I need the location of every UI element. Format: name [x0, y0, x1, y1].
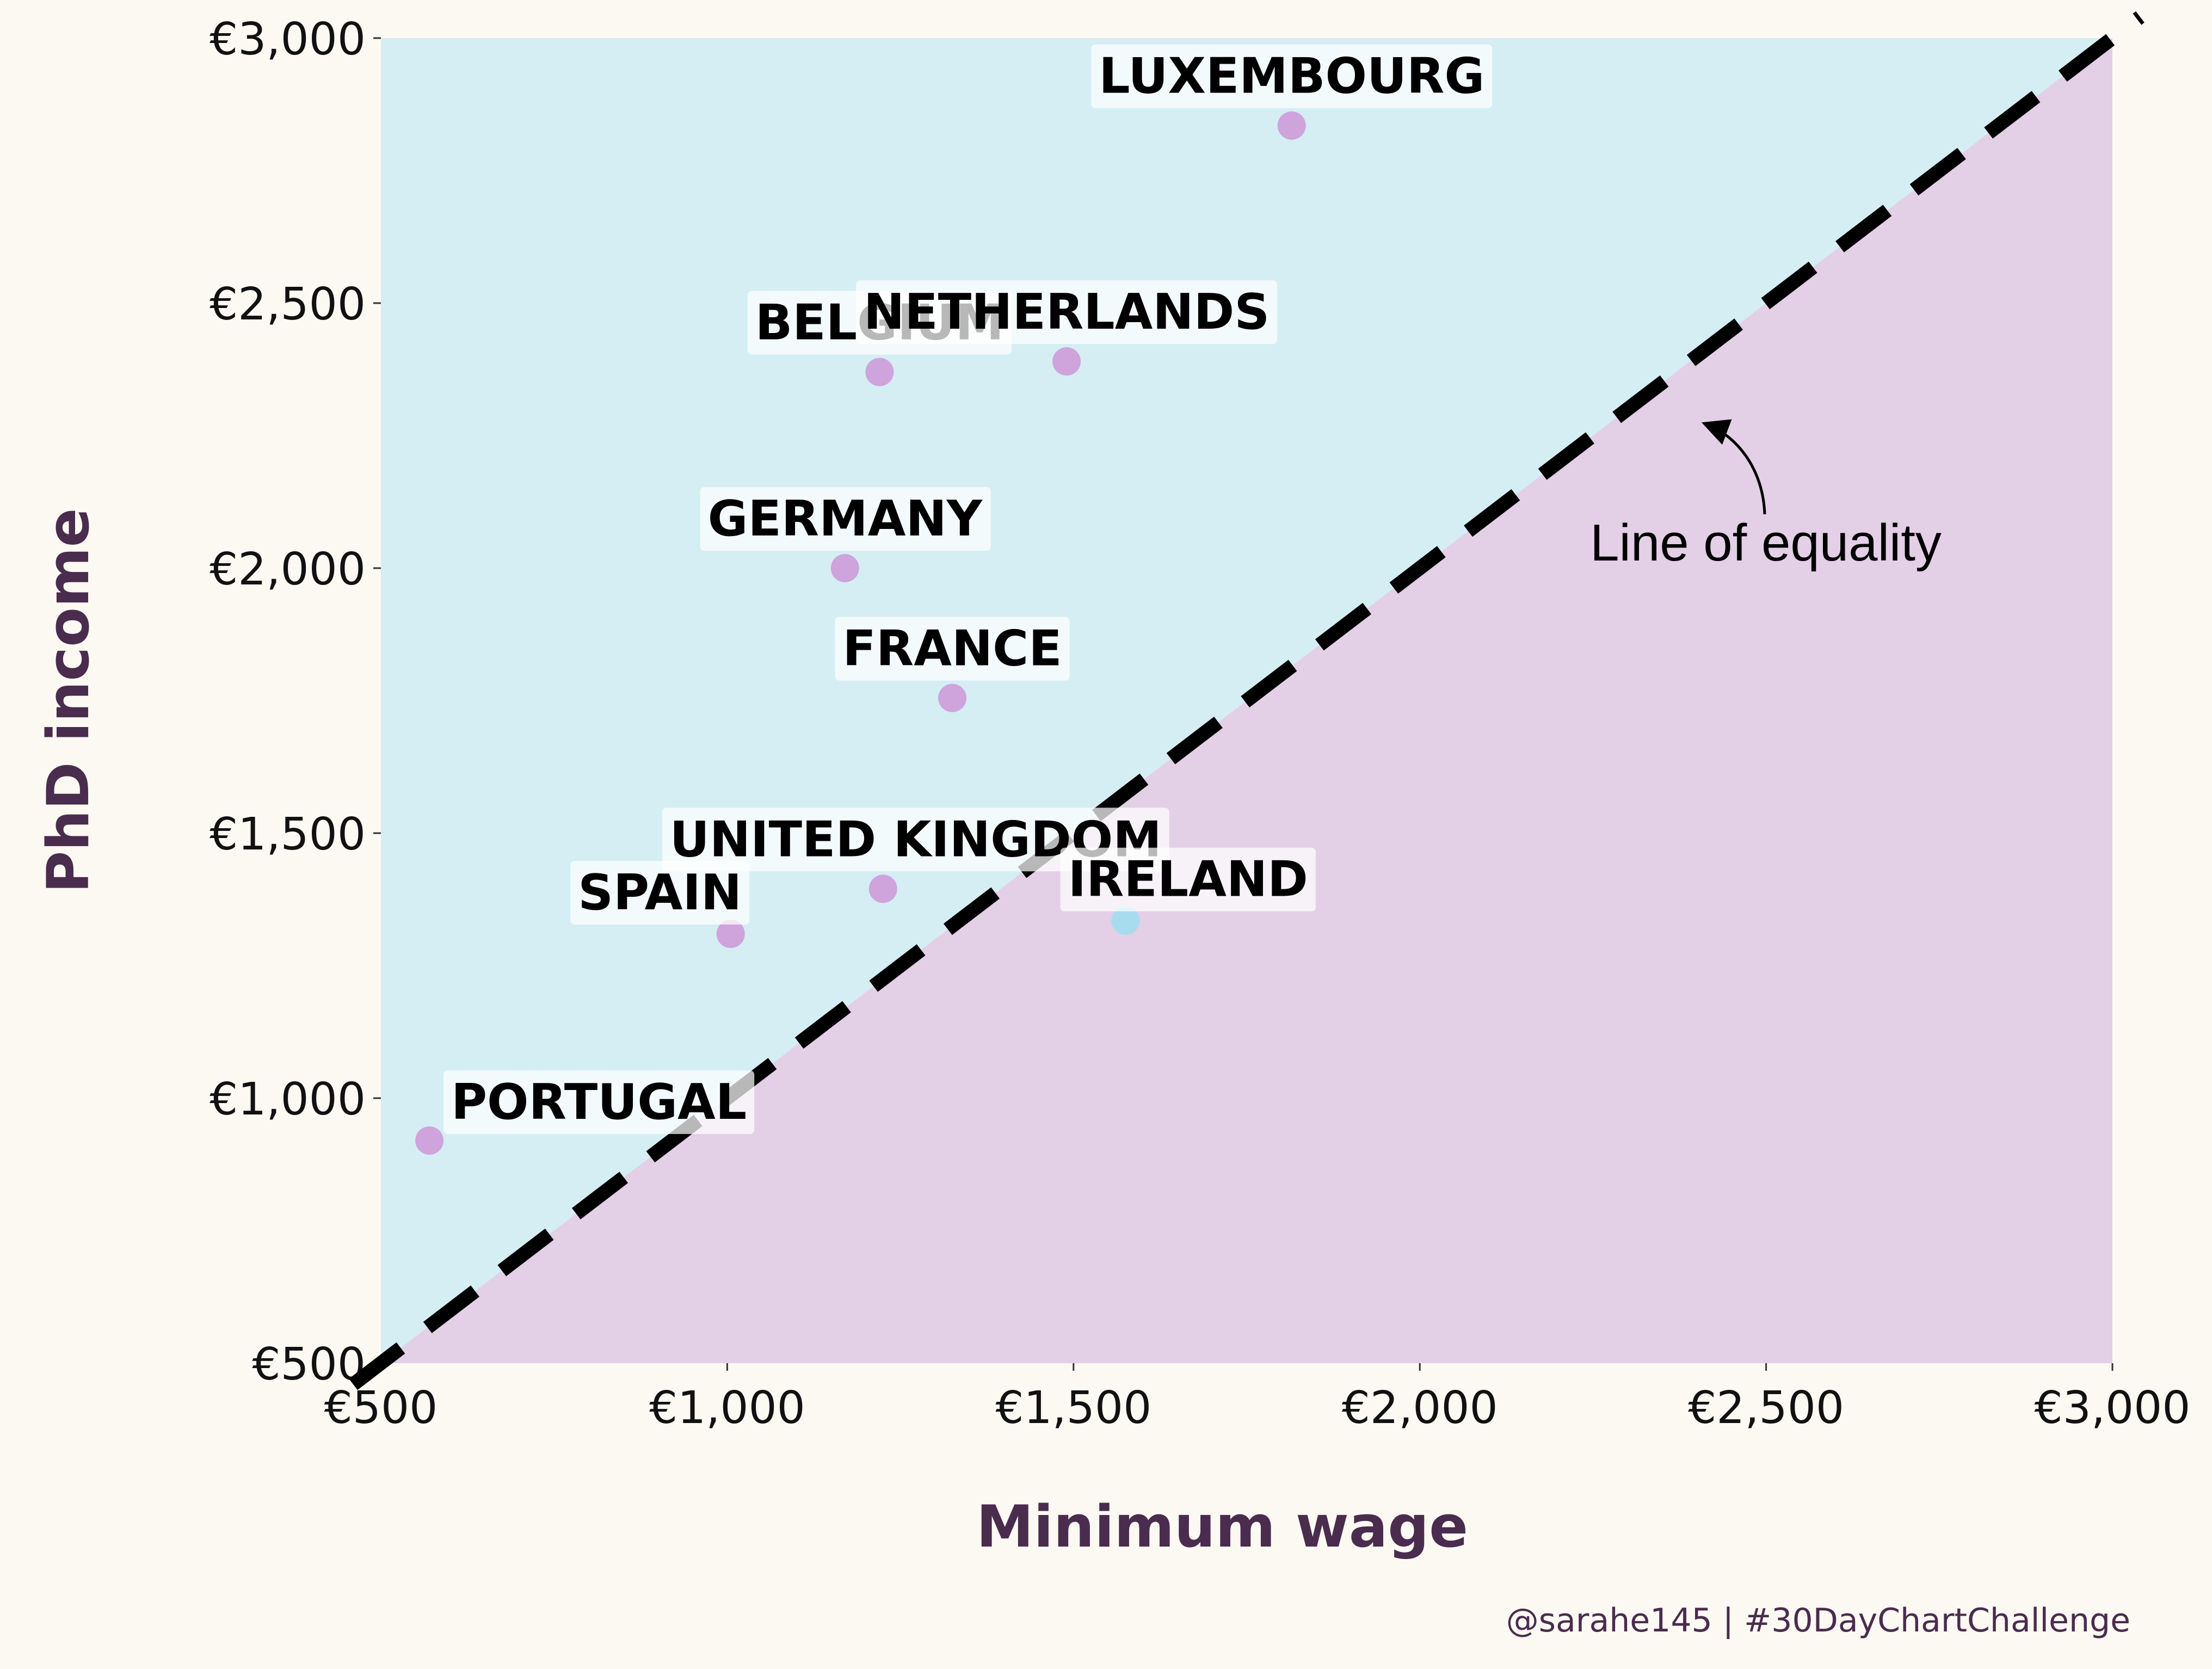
point-label-group: GERMANY — [700, 487, 991, 551]
point-label: PORTUGAL — [451, 1074, 747, 1131]
point-label-group: PORTUGAL — [443, 1070, 755, 1134]
y-tick-label: €2,000 — [210, 544, 366, 595]
data-points — [415, 111, 1306, 1155]
x-tick-label: €1,000 — [649, 1382, 805, 1434]
y-axis-title: PhD income — [35, 508, 102, 894]
y-axis: €500 €1,000 €1,500 €2,000 €2,500 €3,000 — [210, 14, 381, 1390]
annotation-group: Line of equality — [1590, 419, 1942, 572]
point-label-background — [855, 280, 1278, 344]
point-label-background — [662, 808, 1169, 872]
data-point — [1277, 111, 1306, 140]
x-tick-label: €1,500 — [995, 1382, 1151, 1434]
point-label-background — [1060, 847, 1316, 912]
point-labels: LUXEMBOURGBELGIUMNETHERLANDSGERMANYFRANC… — [443, 44, 1493, 1134]
data-point — [865, 358, 894, 386]
point-label-background — [443, 1070, 755, 1134]
annotation-line-of-equality: Line of equality — [1590, 514, 1942, 572]
point-label-group: LUXEMBOURG — [1091, 44, 1493, 108]
data-point — [868, 874, 897, 903]
x-tick-label: €2,000 — [1342, 1382, 1498, 1434]
x-axis: €500 €1,000 €1,500 €2,000 €2,500 €3,000 — [324, 1363, 2191, 1434]
line-of-equality-group — [349, 11, 2145, 1390]
data-point — [1111, 906, 1140, 935]
data-point — [938, 683, 967, 712]
point-label-background — [1091, 44, 1493, 108]
y-tick-label: €1,500 — [210, 809, 366, 860]
point-label-group: SPAIN — [570, 861, 750, 925]
point-label-background — [570, 861, 750, 925]
data-point — [716, 920, 745, 949]
point-label-background — [700, 487, 991, 551]
point-label: FRANCE — [842, 620, 1062, 678]
y-tick-label: €2,500 — [210, 279, 366, 330]
line-of-equality — [349, 11, 2145, 1390]
x-tick-label: €3,000 — [2035, 1382, 2191, 1434]
y-tick-label: €1,000 — [210, 1074, 366, 1125]
annotation-arrow — [1701, 419, 1766, 515]
point-label: NETHERLANDS — [864, 284, 1270, 341]
point-label: LUXEMBOURG — [1099, 48, 1484, 105]
data-point — [1052, 347, 1081, 376]
x-tick-label: €2,500 — [1688, 1382, 1844, 1434]
caption: @sarahe145 | #30DayChartChallenge — [1506, 1602, 2130, 1640]
point-label: SPAIN — [578, 864, 742, 921]
x-axis-title: Minimum wage — [976, 1493, 1468, 1560]
x-tick-label: €500 — [324, 1382, 438, 1434]
y-tick-label: €500 — [252, 1339, 366, 1390]
y-tick-label: €3,000 — [210, 14, 366, 65]
point-label: IRELAND — [1068, 851, 1308, 908]
point-label-group: FRANCE — [835, 617, 1070, 681]
data-point — [830, 554, 859, 582]
point-label-group: NETHERLANDS — [855, 280, 1278, 344]
point-label: GERMANY — [708, 490, 983, 547]
point-label-background — [835, 617, 1070, 681]
point-label-group: IRELAND — [1060, 847, 1316, 912]
data-point — [415, 1126, 444, 1155]
